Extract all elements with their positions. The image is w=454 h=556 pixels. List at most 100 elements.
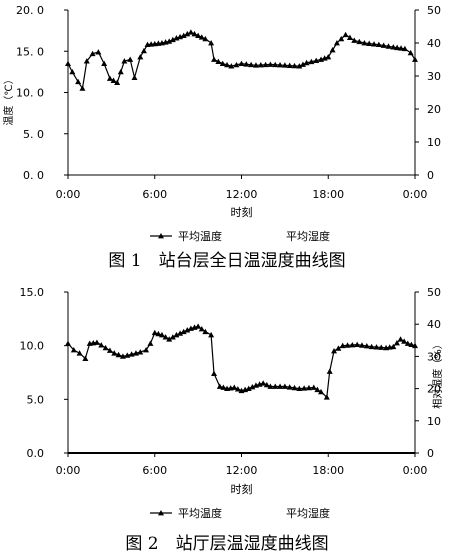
data-point [195, 32, 202, 38]
data-point [166, 336, 173, 342]
y-right-tick-label: 40 [427, 318, 441, 331]
data-point [272, 61, 279, 68]
data-point [299, 61, 306, 67]
data-point [404, 340, 411, 346]
y-axis-label: 相对湿度（%） [431, 339, 444, 409]
data-point [385, 43, 392, 49]
x-tick-label: 6:00 [142, 188, 167, 201]
data-point [329, 47, 336, 53]
data-point [326, 368, 333, 374]
data-point [356, 38, 363, 45]
data-point [147, 340, 154, 346]
data-point [110, 77, 117, 83]
y-right-tick-label: 40 [427, 37, 441, 50]
data-point [202, 35, 209, 42]
y-right-tick-label: 0 [427, 169, 434, 182]
data-point [390, 44, 397, 50]
x-tick-label: 12:00 [226, 188, 258, 201]
data-point [195, 323, 202, 329]
data-point [101, 60, 108, 67]
y-right-tick-label: 20 [427, 103, 441, 116]
data-point [375, 41, 382, 48]
data-point [303, 59, 310, 66]
y-left-tick-label: 5. 0 [23, 128, 44, 141]
data-point [252, 62, 259, 68]
data-point [114, 79, 121, 85]
data-point [155, 330, 162, 337]
data-point [198, 326, 205, 332]
y-right-tick-label: 10 [427, 136, 441, 149]
data-point [346, 34, 353, 41]
data-point [65, 60, 71, 67]
data-point [106, 347, 113, 353]
data-point [137, 54, 144, 60]
x-tick-label: 6:00 [142, 464, 167, 477]
data-point [180, 32, 187, 38]
data-point [408, 341, 415, 347]
data-point [412, 56, 418, 62]
data-point [310, 384, 317, 390]
data-point [169, 334, 176, 340]
data-point [151, 329, 158, 336]
data-point [111, 350, 118, 356]
data-point [397, 336, 404, 342]
y-left-tick-label: 15.0 [20, 286, 45, 299]
data-point [65, 340, 71, 346]
data-point [308, 58, 315, 65]
data-point [173, 331, 180, 338]
data-point [187, 29, 194, 35]
data-point [224, 61, 231, 68]
data-point [333, 40, 340, 46]
data-point [394, 44, 401, 51]
data-point [158, 331, 165, 338]
data-point [211, 370, 218, 376]
data-point [143, 346, 150, 353]
y-right-tick-label: 0 [427, 447, 434, 460]
data-point [215, 58, 222, 64]
data-point [219, 60, 226, 67]
data-point [89, 50, 96, 57]
data-point [257, 62, 264, 68]
x-tick-label: 0:00 [56, 188, 81, 201]
data-point [95, 49, 102, 55]
data-point [184, 327, 191, 333]
data-point [349, 341, 356, 348]
data-point [140, 47, 147, 54]
data-point [366, 40, 373, 46]
y-right-tick-label: 50 [427, 286, 441, 299]
data-point [208, 40, 215, 46]
data-point [234, 386, 241, 392]
data-point [231, 384, 238, 390]
data-point [296, 385, 303, 391]
data-point [363, 343, 370, 349]
data-point [361, 40, 368, 46]
data-point [106, 75, 113, 81]
data-point [277, 62, 284, 68]
x-tick-label: 18:00 [312, 464, 344, 477]
data-point [305, 384, 312, 391]
data-point [323, 394, 330, 400]
data-point [291, 62, 298, 69]
data-point [401, 338, 408, 344]
data-point [220, 384, 227, 390]
data-point [137, 349, 144, 355]
legend-label: 平均湿度 [286, 506, 330, 520]
data-point [368, 343, 375, 350]
data-point [263, 381, 270, 388]
data-point [267, 61, 274, 67]
y-left-tick-label: 0.0 [27, 447, 45, 460]
data-point [131, 74, 138, 81]
legend-marker-temp [158, 233, 164, 239]
data-point [93, 339, 100, 345]
chart-2: 0.0 5.0 10.0 15.0 0 10 20 30 40 50 0:00 6:00 12:00 18… [20, 286, 445, 520]
y-right-tick-label: 20 [427, 383, 441, 396]
data-point [82, 355, 89, 361]
chart-1: 0. 0 5. 0 10. 0 15. 0 20. 0 0 10 20 30 40 50 0:00 6:… [2, 4, 441, 243]
data-point [248, 61, 255, 68]
y-left-tick-label: 0. 0 [23, 169, 44, 182]
x-tick-label: 0:00 [56, 464, 81, 477]
data-point [296, 63, 303, 69]
data-point [69, 68, 76, 75]
x-tick-label: 12:00 [226, 464, 258, 477]
y-left-tick-label: 10.0 [20, 340, 45, 353]
